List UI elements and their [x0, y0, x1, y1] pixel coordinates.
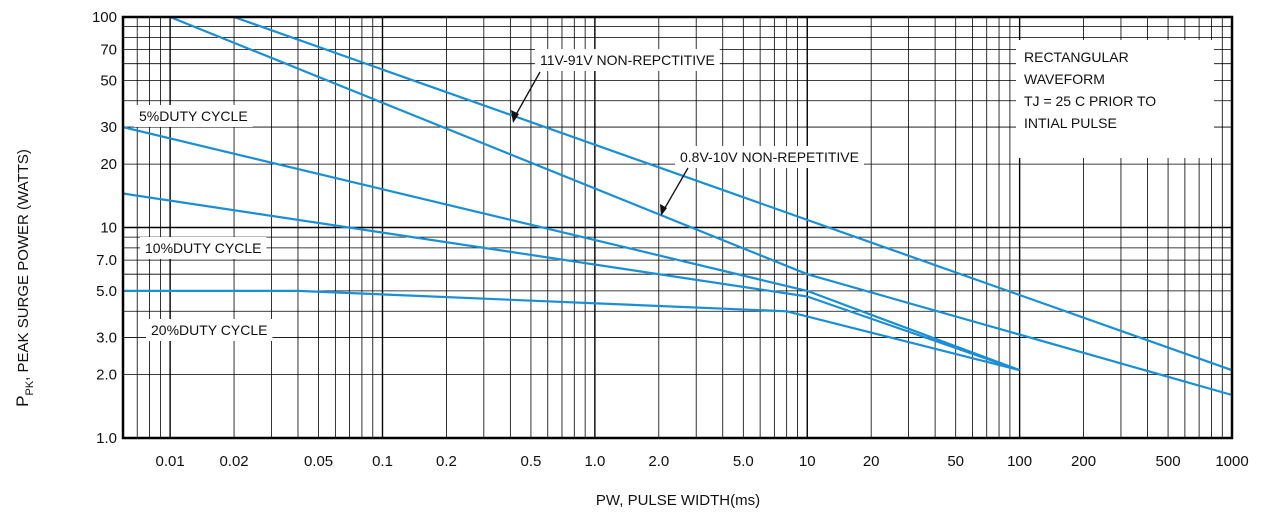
arrow-11v-91v	[512, 71, 541, 121]
x-tick-label: 1000	[1215, 453, 1248, 470]
y-tick-label: 50	[100, 72, 117, 89]
y-tick-label: 3.0	[96, 330, 117, 347]
y-tick-label: 2.0	[96, 367, 117, 384]
y-axis-title: PPK, PEAK SURGE POWER (WATTS)	[13, 149, 36, 407]
note-line-4: INTIAL PULSE	[1024, 115, 1117, 131]
label-11v-91v: 11V-91V NON-REPCTITIVE	[540, 52, 715, 68]
arrow-head-11v-91v	[511, 110, 519, 123]
series-line-3	[122, 126, 1020, 372]
annotation-labels: 5%DUTY CYCLE 10%DUTY CYCLE 20%DUTY CYCLE 11…	[134, 40, 1214, 341]
note-background	[1016, 40, 1214, 158]
label-10pct-duty-cycle-bg	[140, 237, 267, 259]
label-10pct-duty-cycle: 10%DUTY CYCLE	[145, 240, 261, 256]
x-tick-label: 2.0	[648, 453, 669, 470]
y-tick-label: 7.0	[96, 252, 117, 269]
y-axis-title-main: P	[13, 396, 32, 407]
label-5pct-duty-cycle-bg	[134, 105, 253, 127]
x-tick-label: 0.5	[521, 453, 542, 470]
x-tick-label: 20	[863, 453, 880, 470]
note-line-3: TJ = 25 C PRIOR TO	[1024, 93, 1156, 109]
series-line-1	[233, 15, 1233, 372]
x-tick-label: 0.01	[156, 453, 185, 470]
label-20pct-duty-cycle-bg	[146, 319, 273, 341]
note-line-1: RECTANGULAR	[1024, 49, 1129, 65]
x-tick-label: 0.05	[304, 453, 333, 470]
y-axis-title-rest: , PEAK SURGE POWER (WATTS)	[15, 149, 32, 381]
tick-labels: 0.01 0.02 0.05 0.1 0.2 0.5 1.0 2.0 5.0 10 20 50 100 2…	[92, 9, 1249, 470]
series-lines	[122, 15, 1233, 397]
x-tick-label: 0.2	[436, 453, 457, 470]
y-tick-label: 10	[100, 220, 117, 237]
y-tick-label: 70	[100, 42, 117, 59]
x-tick-label: 5.0	[733, 453, 754, 470]
label-20pct-duty-cycle: 20%DUTY CYCLE	[151, 322, 267, 338]
y-axis-title-sub: PK	[24, 380, 36, 395]
note-line-2: WAVEFORM	[1024, 71, 1105, 87]
label-0-8v-10v-bg	[675, 146, 864, 168]
label-11v-91v-bg	[535, 49, 720, 71]
x-tick-label: 500	[1156, 453, 1181, 470]
x-tick-label: 200	[1071, 453, 1096, 470]
x-tick-label: 0.1	[372, 453, 393, 470]
y-tick-label: 100	[92, 9, 117, 26]
y-tick-label: 20	[100, 156, 117, 173]
series-line-2	[169, 15, 1233, 397]
x-tick-label: 10	[799, 453, 816, 470]
plot-frame	[121, 15, 1234, 440]
arrow-head-0-8v-10v	[660, 204, 667, 216]
label-5pct-duty-cycle: 5%DUTY CYCLE	[139, 108, 248, 124]
y-tick-label: 30	[100, 119, 117, 136]
x-axis-title: PW, PULSE WIDTH(ms)	[596, 492, 760, 509]
label-0-8v-10v: 0.8V-10V NON-REPETITIVE	[680, 149, 859, 165]
x-tick-label: 1.0	[584, 453, 605, 470]
x-tick-label: 50	[947, 453, 964, 470]
series-line-5	[123, 289, 1020, 372]
x-tick-label: 100	[1007, 453, 1032, 470]
grid	[122, 17, 1232, 439]
x-tick-label: 0.02	[219, 453, 248, 470]
series-line-4	[122, 192, 1020, 372]
arrow-0-8v-10v	[661, 167, 689, 214]
y-tick-label: 5.0	[96, 283, 117, 300]
y-tick-label: 1.0	[96, 430, 117, 447]
